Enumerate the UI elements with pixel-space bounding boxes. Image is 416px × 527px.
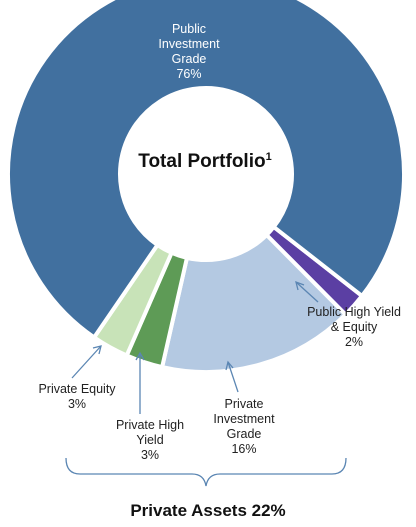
arrows [65, 280, 347, 487]
category: Private Investment Grade [213, 397, 275, 441]
arrow [71, 345, 102, 379]
value-label: 3% [67, 397, 87, 411]
arrow [295, 281, 319, 303]
value-label: 76% [176, 67, 202, 81]
value-label: 16% [231, 442, 257, 456]
title-note: 1 [265, 151, 272, 163]
value-label: 2% [344, 335, 364, 349]
arrow-head [295, 280, 305, 291]
category: Private Equity [38, 382, 116, 396]
slices [6, 0, 406, 374]
title: Total Portfolio [138, 151, 266, 172]
value-label: 3% [140, 448, 160, 462]
slice [159, 232, 349, 374]
slice-label: Public Investment Grade 76% [150, 22, 228, 82]
slice-label: Public High Yield & Equity 2% [306, 305, 402, 350]
category: Private High Yield [115, 418, 185, 447]
slice [6, 0, 406, 341]
category: Public Investment Grade [158, 22, 220, 66]
slice-label: Private Equity 3% [22, 382, 132, 412]
arrow [227, 361, 239, 393]
annotation: Private Assets 22% [130, 501, 286, 520]
slice-label: Private High Yield 3% [108, 418, 192, 463]
arrow-head [225, 360, 234, 371]
slice-label: Private Investment Grade 16% [205, 397, 283, 457]
category: Public High Yield & Equity [307, 305, 401, 334]
arrow-head [135, 351, 145, 361]
arrow-head [92, 345, 102, 355]
center-title: Total Portfolio1 [125, 145, 285, 174]
brace [65, 457, 347, 487]
